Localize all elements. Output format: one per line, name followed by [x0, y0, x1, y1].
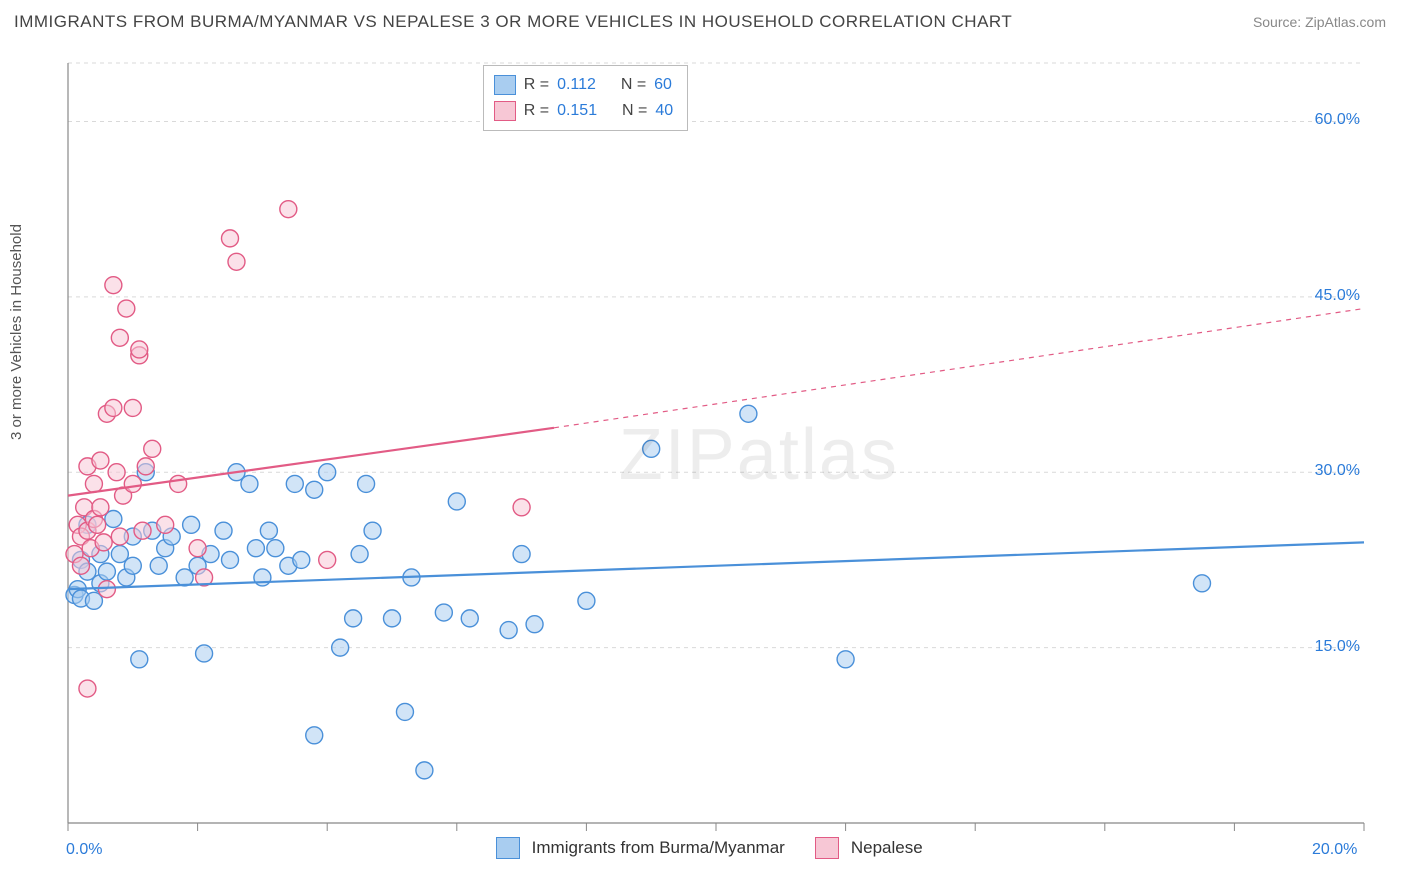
legend-label: Immigrants from Burma/Myanmar	[532, 838, 785, 858]
legend-swatch	[496, 837, 520, 859]
source-link[interactable]: ZipAtlas.com	[1305, 14, 1386, 30]
chart-title: IMMIGRANTS FROM BURMA/MYANMAR VS NEPALES…	[14, 12, 1012, 32]
chart-area: ZIPatlas R = 0.112 N = 60R = 0.151 N = 4…	[48, 45, 1388, 835]
y-axis-label: 3 or more Vehicles in Household	[8, 224, 25, 440]
legend-series: Immigrants from Burma/Myanmar Nepalese	[496, 837, 941, 859]
r-label: R =	[524, 102, 549, 120]
n-value: 60	[654, 76, 672, 94]
legend-swatch	[815, 837, 839, 859]
y-tick-label: 60.0%	[1290, 111, 1360, 129]
r-label: R =	[524, 76, 549, 94]
r-value: 0.151	[557, 102, 597, 120]
n-value: 40	[655, 102, 673, 120]
y-tick-label: 15.0%	[1290, 638, 1360, 656]
n-label: N =	[621, 76, 646, 94]
scatter-chart	[48, 45, 1388, 865]
legend-stats: R = 0.112 N = 60R = 0.151 N = 40	[483, 65, 688, 131]
y-tick-label: 30.0%	[1290, 462, 1360, 480]
x-tick-label: 0.0%	[66, 841, 102, 859]
source-label: Source:	[1253, 14, 1305, 30]
x-tick-label: 20.0%	[1312, 841, 1357, 859]
legend-stat-row: R = 0.151 N = 40	[494, 98, 673, 124]
source-attribution: Source: ZipAtlas.com	[1253, 14, 1386, 30]
y-tick-label: 45.0%	[1290, 287, 1360, 305]
n-label: N =	[622, 102, 647, 120]
legend-swatch	[494, 75, 516, 95]
legend-stat-row: R = 0.112 N = 60	[494, 72, 673, 98]
r-value: 0.112	[557, 76, 596, 94]
legend-swatch	[494, 101, 516, 121]
legend-label: Nepalese	[851, 838, 923, 858]
